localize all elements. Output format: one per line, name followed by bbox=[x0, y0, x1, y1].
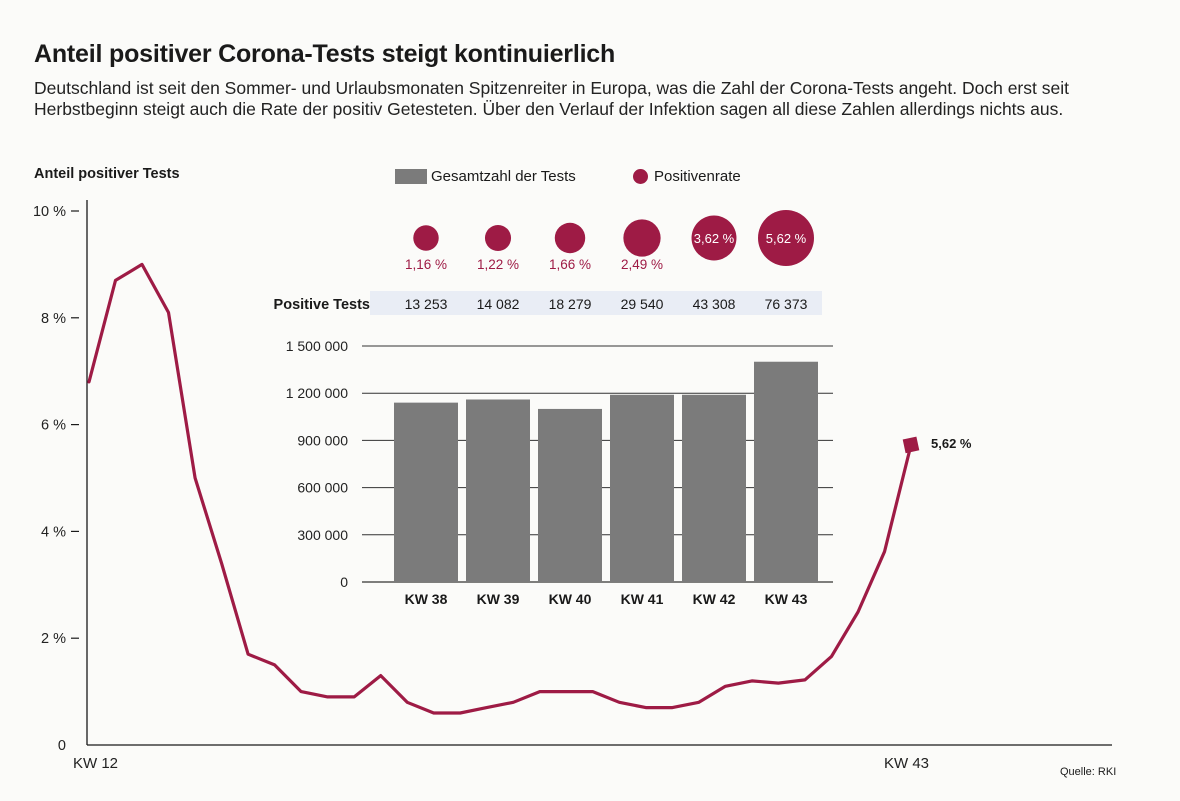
rate-label: 5,62 % bbox=[766, 231, 807, 246]
y-tick-label: 10 % bbox=[33, 204, 66, 220]
positive-tests-value: 14 082 bbox=[477, 296, 520, 312]
rate-label: 2,49 % bbox=[621, 257, 663, 272]
line-end-label: 5,62 % bbox=[931, 436, 972, 451]
bar bbox=[466, 399, 530, 582]
positive-tests-value: 29 540 bbox=[621, 296, 664, 312]
y-tick-label: 4 % bbox=[41, 524, 66, 540]
bar bbox=[682, 394, 746, 582]
bar bbox=[394, 402, 458, 582]
y-tick-label: 6 % bbox=[41, 418, 66, 434]
bar bbox=[538, 408, 602, 582]
legend-rate: Positivenrate bbox=[633, 168, 741, 185]
chart-title: Anteil positiver Corona-Tests steigt kon… bbox=[34, 40, 616, 68]
rate-label: 1,16 % bbox=[405, 257, 447, 272]
bar-y-tick-label: 900 000 bbox=[297, 432, 348, 448]
rate-label: 3,62 % bbox=[694, 231, 735, 246]
bar-y-tick-label: 1 200 000 bbox=[286, 385, 348, 401]
rate-label: 1,66 % bbox=[549, 257, 591, 272]
legend-bars-label: Gesamtzahl der Tests bbox=[431, 168, 576, 185]
bar-category-label: KW 43 bbox=[765, 591, 808, 607]
rate-label: 1,22 % bbox=[477, 257, 519, 272]
y-tick-label: 0 bbox=[58, 738, 66, 754]
bar-y-tick-label: 0 bbox=[340, 574, 348, 590]
series-line bbox=[87, 262, 913, 715]
x-tick-label: KW 12 bbox=[73, 755, 118, 772]
bar-y-tick-label: 600 000 bbox=[297, 480, 348, 496]
bar bbox=[754, 361, 818, 582]
rate-bubble bbox=[758, 210, 814, 266]
bar-category-label: KW 42 bbox=[693, 591, 736, 607]
x-tick-label: KW 43 bbox=[884, 755, 929, 772]
positive-tests-value: 18 279 bbox=[549, 296, 592, 312]
chart-subtitle: Deutschland ist seit den Sommer- und Url… bbox=[34, 78, 1069, 119]
bar-category-label: KW 38 bbox=[405, 591, 448, 607]
legend-bars-swatch bbox=[395, 169, 427, 184]
y-tick-label: 8 % bbox=[41, 311, 66, 327]
bar-y-tick-label: 1 500 000 bbox=[286, 338, 348, 354]
bar bbox=[610, 394, 674, 582]
bar-y-tick-label: 300 000 bbox=[297, 527, 348, 543]
y-tick-label: 2 % bbox=[41, 631, 66, 647]
positive-tests-value: 76 373 bbox=[765, 296, 808, 312]
positive-tests-value: 43 308 bbox=[693, 296, 736, 312]
positive-tests-band bbox=[370, 291, 822, 315]
rate-bubble bbox=[554, 222, 586, 254]
bar-category-label: KW 40 bbox=[549, 591, 592, 607]
legend-bars: Gesamtzahl der Tests bbox=[395, 168, 576, 185]
legend-rate-swatch bbox=[633, 169, 648, 184]
rate-bubble bbox=[623, 219, 661, 257]
positive-tests-label: Positive Tests bbox=[274, 297, 370, 313]
bar-category-label: KW 39 bbox=[477, 591, 520, 607]
line-end-marker bbox=[902, 436, 920, 454]
rate-bubble bbox=[691, 215, 737, 261]
y-axis-label: Anteil positiver Tests bbox=[34, 166, 180, 182]
bar-category-label: KW 41 bbox=[621, 591, 664, 607]
rate-bubble bbox=[484, 224, 512, 252]
positive-tests-value: 13 253 bbox=[405, 296, 448, 312]
rate-bubble bbox=[413, 225, 439, 251]
legend-rate-label: Positivenrate bbox=[654, 168, 741, 185]
source-note: Quelle: RKI bbox=[1060, 766, 1117, 778]
